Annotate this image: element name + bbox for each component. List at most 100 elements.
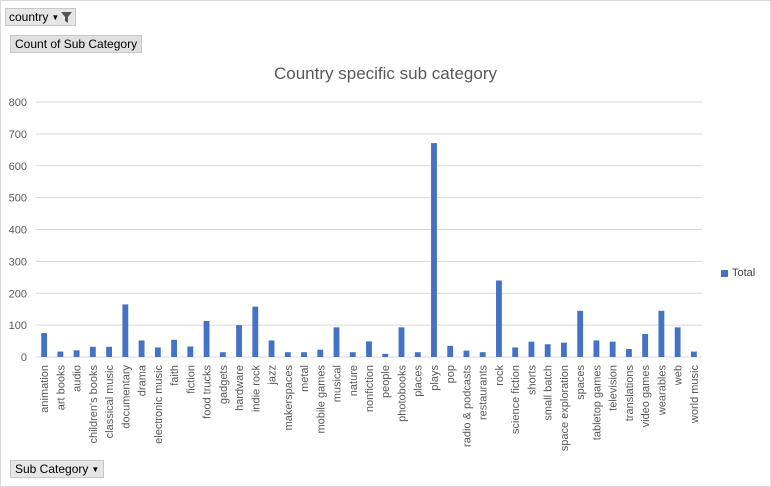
bar[interactable] (690, 351, 697, 357)
x-tick-label: spaces (575, 365, 587, 400)
bar[interactable] (349, 352, 356, 357)
bar[interactable] (674, 327, 681, 357)
x-tick-label: gadgets (218, 365, 230, 405)
bar[interactable] (57, 351, 64, 357)
x-tick-label: hardware (234, 365, 246, 411)
x-tick-label: tabletop games (591, 365, 603, 441)
x-tick-label: nature (348, 365, 360, 396)
y-tick-label: 500 (9, 193, 27, 205)
x-tick-label: web (673, 365, 685, 386)
x-tick-label: animation (39, 365, 51, 413)
x-tick-label: photobooks (396, 365, 408, 422)
bar[interactable] (658, 310, 665, 357)
bar[interactable] (561, 342, 567, 357)
x-tick-label: radio & podcasts (461, 365, 473, 447)
x-tick-label: nonfiction (364, 365, 376, 412)
bar[interactable] (528, 341, 535, 357)
bar[interactable] (89, 346, 96, 357)
bar[interactable] (106, 346, 113, 357)
bar[interactable] (219, 352, 226, 357)
legend-label: Total (732, 267, 756, 279)
x-tick-label: restaurants (478, 365, 490, 421)
axis-field-button[interactable]: Sub Category ▼ (10, 460, 105, 478)
bar[interactable] (268, 340, 275, 357)
bar[interactable] (138, 340, 145, 357)
bar[interactable] (625, 349, 632, 357)
x-tick-label: food trucks (202, 365, 214, 419)
filter-icon (61, 12, 73, 24)
x-tick-label: space exploration (559, 365, 571, 451)
x-tick-label: rock (494, 365, 506, 386)
bar[interactable] (398, 327, 405, 357)
x-tick-label: drama (137, 364, 149, 396)
bar[interactable] (317, 349, 324, 357)
chart-title: Country specific sub category (274, 64, 497, 83)
bar[interactable] (642, 334, 649, 357)
x-tick-label: science fiction (510, 365, 522, 434)
bar[interactable] (431, 143, 437, 357)
x-tick-label: jazz (267, 365, 279, 386)
bar[interactable] (447, 345, 454, 357)
bar[interactable] (512, 347, 519, 357)
bar[interactable] (236, 325, 242, 357)
bar[interactable] (73, 350, 80, 357)
x-tick-label: faith (169, 365, 181, 386)
bar[interactable] (382, 353, 389, 357)
bar[interactable] (463, 350, 470, 357)
dropdown-arrow-icon: ▼ (91, 464, 100, 474)
x-tick-label: makerspaces (283, 365, 295, 431)
bar[interactable] (252, 306, 259, 357)
y-tick-label: 700 (9, 129, 27, 141)
country-filter-label: country (9, 10, 49, 24)
axis-field-label: Sub Category (15, 462, 89, 476)
x-tick-label: video games (640, 365, 652, 428)
x-tick-label: indie rock (250, 365, 262, 413)
x-tick-label: musical (332, 365, 344, 402)
bar[interactable] (414, 352, 421, 357)
bar[interactable] (122, 304, 129, 357)
x-tick-label: places (413, 365, 425, 397)
x-tick-label: art books (55, 365, 67, 411)
x-tick-label: audio (72, 365, 84, 392)
x-tick-label: people (380, 365, 392, 398)
x-tick-label: children's books (88, 365, 100, 444)
bar[interactable] (187, 346, 194, 357)
x-tick-label: small batch (543, 365, 555, 421)
x-tick-label: wearables (656, 365, 668, 417)
value-field-label: Count of Sub Category (15, 37, 138, 51)
x-tick-label: fiction (185, 365, 197, 394)
value-field-button[interactable]: Count of Sub Category (10, 35, 143, 53)
x-tick-label: electronic music (153, 365, 165, 444)
x-tick-label: metal (299, 365, 311, 392)
bar[interactable] (301, 352, 307, 357)
bar[interactable] (41, 333, 48, 357)
bar[interactable] (333, 327, 340, 357)
bar[interactable] (171, 339, 177, 357)
bar[interactable] (544, 344, 551, 357)
y-tick-label: 300 (9, 256, 27, 268)
y-tick-label: 0 (21, 352, 27, 364)
bar[interactable] (577, 310, 584, 357)
x-tick-label: shorts (526, 365, 538, 395)
bar[interactable] (203, 320, 210, 357)
country-filter-button[interactable]: country ▼ (5, 8, 77, 26)
x-tick-label: world music (689, 365, 701, 425)
x-tick-label: translations (624, 365, 636, 422)
legend: Total (721, 267, 755, 279)
y-tick-label: 600 (9, 161, 27, 173)
y-tick-label: 100 (9, 320, 27, 332)
bar[interactable] (593, 340, 600, 357)
bar[interactable] (479, 352, 486, 357)
bar[interactable] (154, 347, 161, 357)
y-tick-label: 200 (9, 288, 27, 300)
bar[interactable] (366, 341, 372, 357)
y-tick-label: 400 (9, 225, 27, 237)
x-tick-label: documentary (120, 365, 132, 429)
bar[interactable] (609, 341, 616, 357)
y-tick-label: 800 (9, 97, 27, 109)
x-tick-label: mobile games (315, 365, 327, 434)
bar[interactable] (496, 280, 502, 358)
bar[interactable] (284, 352, 291, 357)
x-tick-label: pop (445, 365, 457, 383)
